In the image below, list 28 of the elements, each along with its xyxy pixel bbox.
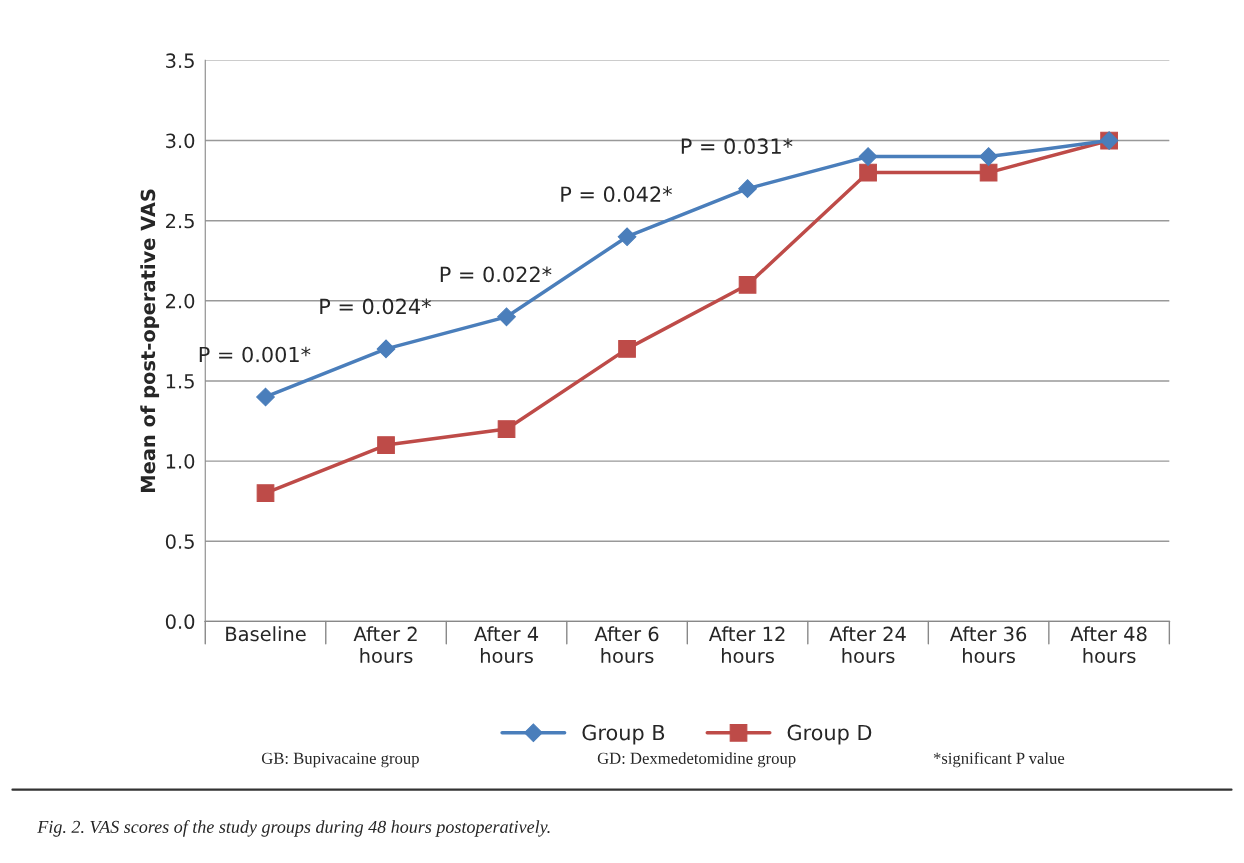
y-tick-label: 0.0 bbox=[165, 614, 195, 630]
annotation: P = 0.022* bbox=[440, 266, 552, 283]
caption: Fig. 2. VAS scores of the study groups during 48 hours postoperatively. bbox=[37, 820, 550, 837]
x-tick-label: After 2 hours bbox=[353, 626, 417, 664]
x-tick-label: After 48 hours bbox=[1070, 626, 1147, 664]
text: GD: Dexmedetomidine group bbox=[597, 752, 796, 768]
y-tick-label: 3.0 bbox=[166, 133, 195, 149]
y-tick-label: 1.5 bbox=[166, 374, 194, 389]
x-tick-label: After 24 hours bbox=[829, 626, 906, 664]
x-tick-label: After 36 hours bbox=[949, 626, 1027, 664]
legend-label: Group D bbox=[787, 724, 872, 745]
y-tick-label: 0.5 bbox=[165, 534, 194, 549]
legend-label: Group B bbox=[582, 724, 665, 745]
x-tick-label: After 4 hours bbox=[474, 626, 539, 664]
annotation: P = 0.042* bbox=[561, 186, 672, 203]
y-tick-label: 1.0 bbox=[166, 454, 195, 469]
text: *significant P value bbox=[933, 752, 1065, 768]
x-tick-label: Baseline bbox=[226, 626, 306, 642]
y-tick-label: 2.5 bbox=[166, 213, 194, 229]
y-axis-title: Mean of post-operative VAS bbox=[140, 189, 160, 492]
y-tick-label: 3.5 bbox=[166, 53, 194, 69]
x-tick-label: After 12 hours bbox=[708, 626, 785, 664]
y-tick-label: 2.0 bbox=[166, 293, 195, 309]
annotation: P = 0.001* bbox=[199, 346, 311, 363]
annotation: P = 0.031* bbox=[681, 138, 793, 155]
x-tick-label: After 6 hours bbox=[594, 626, 659, 664]
annotation: P = 0.024* bbox=[320, 298, 431, 315]
text: GB: Bupivacaine group bbox=[261, 752, 419, 768]
